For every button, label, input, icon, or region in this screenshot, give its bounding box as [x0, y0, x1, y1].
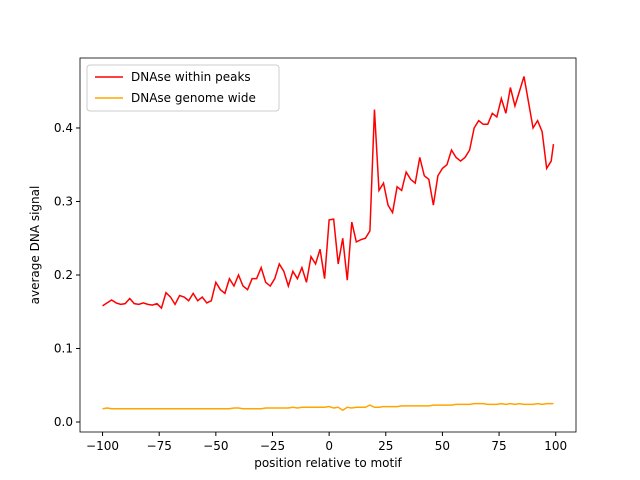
- x-tick-label: 25: [378, 439, 393, 453]
- data-line: [102, 402, 554, 412]
- x-tick-label: 75: [491, 439, 506, 453]
- plot-frame: [79, 57, 577, 433]
- x-axis-label: position relative to motif: [254, 456, 402, 470]
- x-tick-label: −75: [147, 439, 172, 453]
- y-tick-label: 0.1: [54, 341, 73, 355]
- x-tick-label: −50: [203, 439, 228, 453]
- x-tick-label: 0: [325, 439, 333, 453]
- legend-label: DNAse within peaks: [131, 70, 251, 84]
- data-line: [102, 76, 555, 310]
- y-tick-label: 0.4: [54, 121, 73, 135]
- y-axis-label: average DNA signal: [28, 186, 42, 305]
- y-tick-label: 0.2: [54, 268, 73, 282]
- x-tick-label: 100: [544, 439, 567, 453]
- y-tick-label: 0.3: [54, 194, 73, 208]
- x-tick-label: −25: [260, 439, 285, 453]
- x-tick-label: −100: [86, 439, 119, 453]
- y-tick-label: 0.0: [54, 415, 73, 429]
- x-tick-label: 50: [435, 439, 450, 453]
- legend-label: DNAse genome wide: [131, 91, 256, 105]
- legend-box: [86, 64, 280, 112]
